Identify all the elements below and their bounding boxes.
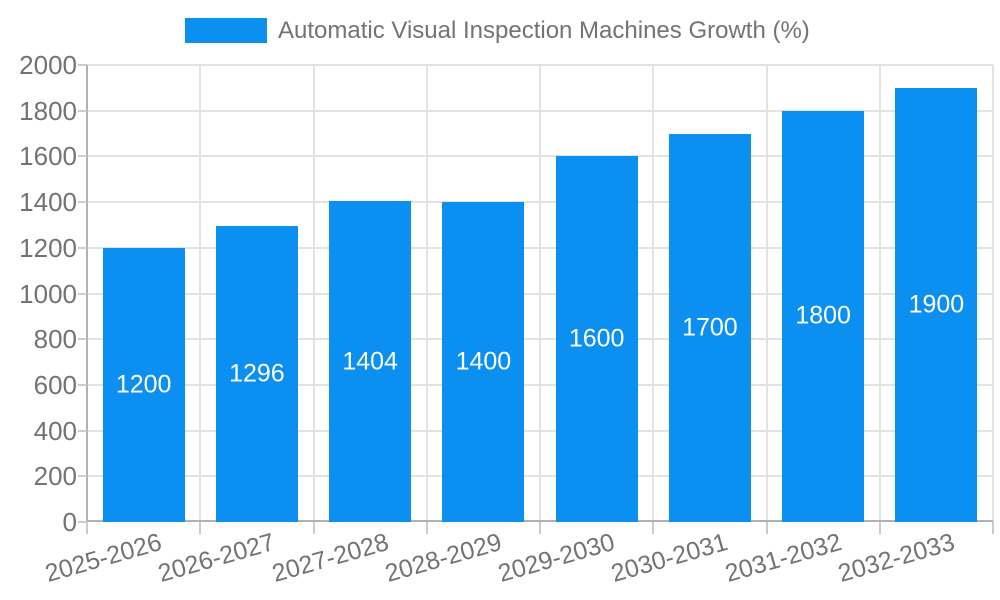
y-axis-tick — [78, 429, 87, 432]
legend-swatch — [185, 18, 267, 43]
y-axis-tick — [78, 109, 87, 112]
y-axis-tick — [78, 383, 87, 386]
y-tick-label: 800 — [33, 324, 77, 355]
x-tick-label: 2031-2032 — [721, 528, 845, 588]
y-tick-label: 0 — [62, 507, 77, 537]
x-tick-label: 2027-2028 — [268, 528, 392, 588]
vertical-gridline — [878, 65, 881, 522]
bar: 1600 — [555, 156, 638, 522]
x-tick-label: 2032-2033 — [834, 528, 958, 588]
y-tick-label: 200 — [33, 461, 77, 492]
y-axis-line — [86, 65, 88, 534]
y-axis-tick — [78, 155, 87, 158]
bar-value-label: 1296 — [229, 359, 285, 388]
x-tick-label: 2025-2026 — [42, 528, 165, 588]
y-axis-tick — [78, 292, 87, 295]
y-tick-label: 1200 — [19, 232, 77, 263]
bar: 1296 — [215, 225, 298, 522]
y-tick-label: 1000 — [19, 278, 77, 309]
x-axis-tick — [425, 522, 428, 534]
y-axis-tick — [78, 246, 87, 249]
y-axis-tick — [78, 521, 87, 523]
bar: 1900 — [895, 87, 978, 522]
x-axis-tick — [539, 522, 541, 534]
y-tick-label: 600 — [33, 369, 77, 400]
bar-value-label: 1700 — [682, 313, 738, 342]
y-tick-label: 2000 — [19, 50, 77, 80]
bar-value-label: 1900 — [908, 290, 965, 319]
bar: 1200 — [102, 247, 185, 522]
vertical-gridline — [539, 65, 541, 522]
x-axis-tick — [312, 522, 315, 534]
x-tick-label: 2029-2030 — [495, 528, 618, 588]
y-axis-tick — [78, 338, 87, 341]
bar: 1800 — [782, 110, 865, 522]
bar-value-label: 1400 — [455, 347, 512, 376]
legend-label: Automatic Visual Inspection Machines Gro… — [278, 17, 810, 44]
bar-value-label: 1404 — [342, 347, 398, 376]
x-axis-tick — [86, 522, 88, 534]
bar-chart-plot-area: 0 200 400 600 800 1000 1200 1400 1600 1800 2000 120… — [19, 52, 994, 588]
legend: Automatic Visual Inspection Machines Gro… — [185, 18, 810, 43]
y-axis-tick — [78, 64, 87, 66]
bar-value-label: 1600 — [568, 324, 625, 353]
y-axis-tick — [78, 475, 87, 478]
y-axis-tick — [78, 201, 87, 204]
x-axis-tick — [878, 522, 881, 534]
bar-value-label: 1800 — [795, 301, 851, 330]
x-tick-label: 2026-2027 — [155, 528, 279, 588]
x-tick-label: 2030-2031 — [608, 528, 732, 588]
x-axis-tick — [199, 522, 202, 534]
bar-value-label: 1200 — [115, 370, 172, 399]
vertical-gridline — [312, 65, 315, 522]
vertical-gridline — [652, 65, 655, 522]
vertical-gridline — [425, 65, 428, 522]
y-tick-label: 1400 — [19, 187, 77, 218]
y-tick-label: 1800 — [19, 95, 77, 126]
x-axis-tick — [765, 522, 768, 534]
vertical-gridline — [199, 65, 202, 522]
bar: 1404 — [329, 201, 412, 522]
bar: 1700 — [668, 133, 751, 522]
x-axis-tick — [652, 522, 655, 534]
x-axis-line — [87, 520, 993, 522]
vertical-gridline — [765, 65, 768, 522]
vertical-gridline — [992, 65, 994, 522]
y-tick-label: 400 — [33, 415, 77, 446]
y-tick-label: 1600 — [19, 141, 77, 172]
x-axis-tick — [992, 522, 994, 534]
bar: 1400 — [442, 202, 525, 522]
x-tick-label: 2028-2029 — [381, 528, 505, 588]
